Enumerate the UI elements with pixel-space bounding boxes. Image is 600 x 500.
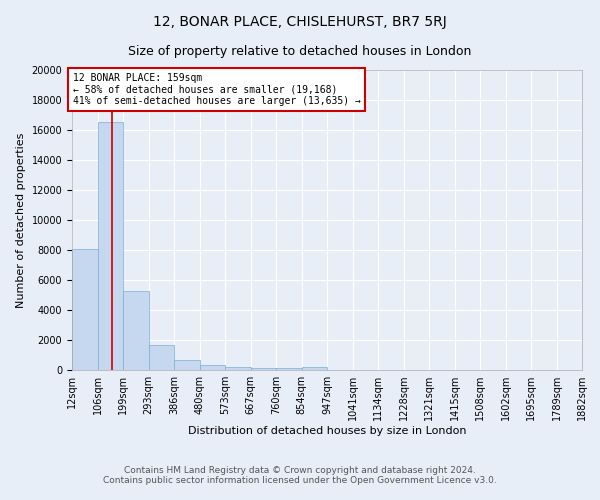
Bar	[200, 365, 225, 370]
Bar	[276, 368, 302, 370]
Bar	[72, 248, 98, 370]
Bar	[149, 344, 174, 370]
Bar	[251, 368, 276, 370]
Text: Contains HM Land Registry data © Crown copyright and database right 2024.
Contai: Contains HM Land Registry data © Crown c…	[103, 466, 497, 485]
Text: 12 BONAR PLACE: 159sqm
← 58% of detached houses are smaller (19,168)
41% of semi: 12 BONAR PLACE: 159sqm ← 58% of detached…	[73, 73, 361, 106]
Bar	[123, 290, 149, 370]
Y-axis label: Number of detached properties: Number of detached properties	[16, 132, 26, 308]
Bar	[174, 360, 200, 370]
Text: 12, BONAR PLACE, CHISLEHURST, BR7 5RJ: 12, BONAR PLACE, CHISLEHURST, BR7 5RJ	[153, 15, 447, 29]
Bar	[98, 122, 123, 370]
Bar	[225, 367, 251, 370]
X-axis label: Distribution of detached houses by size in London: Distribution of detached houses by size …	[188, 426, 466, 436]
Bar	[302, 367, 327, 370]
Text: Size of property relative to detached houses in London: Size of property relative to detached ho…	[128, 45, 472, 58]
